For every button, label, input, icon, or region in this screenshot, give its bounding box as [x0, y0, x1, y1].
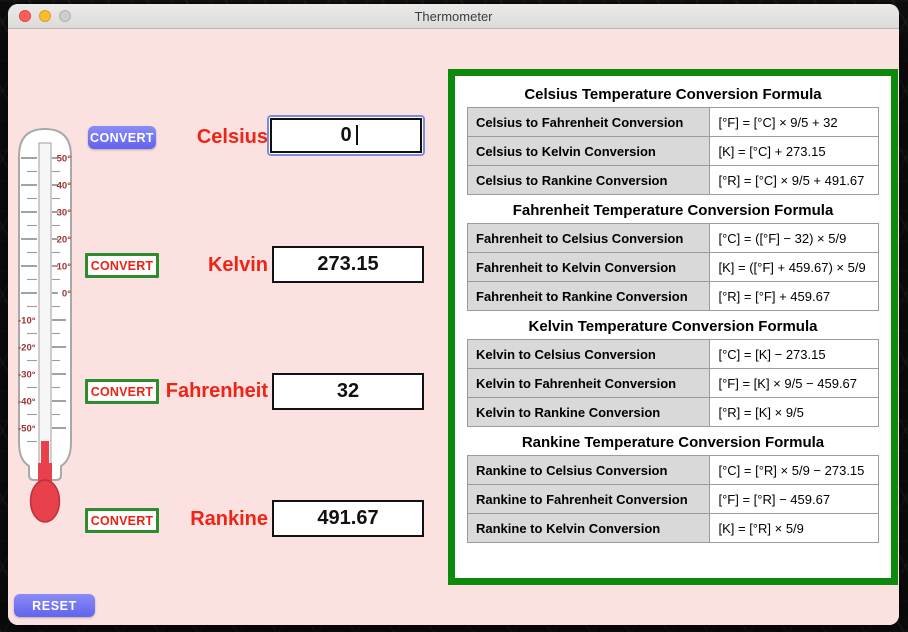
conversion-formula: [°C] = ([°F] − 32) × 5/9: [709, 223, 879, 253]
scale-label: 10°: [57, 262, 72, 273]
kelvin-field-wrapper: [272, 246, 424, 283]
conversion-formula: [°R] = [°C] × 9/5 + 491.67: [709, 165, 879, 195]
conversion-name: Rankine to Celsius Conversion: [466, 455, 711, 485]
conversion-name: Celsius to Fahrenheit Conversion: [466, 107, 711, 137]
text-caret: [356, 125, 358, 145]
conversion-name: Kelvin to Celsius Conversion: [466, 339, 711, 369]
conversion-formula: [°C] = [°R] × 5/9 − 273.15: [709, 455, 879, 485]
kelvin-formula-table: Kelvin to Celsius Conversion [°C] = [K] …: [466, 339, 879, 427]
window-controls: [19, 10, 71, 22]
table-row: Fahrenheit to Rankine Conversion [°R] = …: [466, 281, 879, 311]
formula-panel: Celsius Temperature Conversion Formula C…: [448, 69, 898, 585]
table-row: Rankine to Kelvin Conversion [K] = [°R] …: [466, 513, 879, 543]
main-content: 50° 40° 30° 20° 10° 0° -10° -20° -30° -4…: [8, 29, 899, 625]
fahrenheit-label: Fahrenheit: [165, 380, 268, 402]
table-row: Celsius to Rankine Conversion [°R] = [°C…: [466, 165, 879, 195]
celsius-label: Celsius: [196, 126, 268, 148]
close-icon[interactable]: [19, 10, 31, 22]
zoom-icon[interactable]: [59, 10, 71, 22]
kelvin-formula-title: Kelvin Temperature Conversion Formula: [528, 318, 818, 335]
conversion-name: Fahrenheit to Celsius Conversion: [466, 223, 711, 253]
convert-celsius-button[interactable]: CONVERT: [88, 126, 156, 149]
scale-label: 40°: [57, 181, 72, 192]
scale-label: 20°: [57, 235, 72, 246]
celsius-field-wrapper: [267, 115, 425, 156]
celsius-formula-table: Celsius to Fahrenheit Conversion [°F] = …: [466, 107, 879, 195]
table-row: Kelvin to Fahrenheit Conversion [°F] = […: [466, 368, 879, 398]
scale-label: 30°: [57, 208, 72, 219]
table-row: Celsius to Fahrenheit Conversion [°F] = …: [466, 107, 879, 137]
conversion-formula: [K] = [°R] × 5/9: [709, 513, 879, 543]
rankine-input[interactable]: [272, 500, 424, 537]
conversion-name: Celsius to Rankine Conversion: [466, 165, 711, 195]
table-row: Fahrenheit to Celsius Conversion [°C] = …: [466, 223, 879, 253]
conversion-formula: [°C] = [K] − 273.15: [709, 339, 879, 369]
scale-label: -40°: [18, 397, 36, 408]
titlebar: Thermometer: [8, 4, 899, 29]
convert-kelvin-button[interactable]: CONVERT: [85, 253, 159, 278]
table-row: Rankine to Fahrenheit Conversion [°F] = …: [466, 484, 879, 514]
conversion-formula: [°F] = [°R] − 459.67: [709, 484, 879, 514]
conversion-name: Celsius to Kelvin Conversion: [466, 136, 711, 166]
scale-label: 0°: [62, 289, 71, 300]
conversion-formula: [K] = [°C] + 273.15: [709, 136, 879, 166]
conversion-name: Kelvin to Rankine Conversion: [466, 397, 711, 427]
kelvin-input[interactable]: [272, 246, 424, 283]
conversion-formula: [°F] = [°C] × 9/5 + 32: [709, 107, 879, 137]
table-row: Celsius to Kelvin Conversion [K] = [°C] …: [466, 136, 879, 166]
rankine-label: Rankine: [190, 508, 268, 530]
kelvin-label: Kelvin: [207, 254, 268, 276]
conversion-name: Rankine to Kelvin Conversion: [466, 513, 711, 543]
fahrenheit-formula-table: Fahrenheit to Celsius Conversion [°C] = …: [466, 223, 879, 311]
minimize-icon[interactable]: [39, 10, 51, 22]
table-row: Rankine to Celsius Conversion [°C] = [°R…: [466, 455, 879, 485]
celsius-input[interactable]: [270, 118, 422, 153]
table-row: Kelvin to Celsius Conversion [°C] = [K] …: [466, 339, 879, 369]
scale-label: 50°: [57, 154, 72, 165]
table-row: Kelvin to Rankine Conversion [°R] = [K] …: [466, 397, 879, 427]
conversion-formula: [K] = ([°F] + 459.67) × 5/9: [709, 252, 879, 282]
reset-button[interactable]: RESET: [14, 594, 95, 617]
scale-label: -20°: [18, 343, 36, 354]
fahrenheit-field-wrapper: [272, 373, 424, 410]
celsius-formula-title: Celsius Temperature Conversion Formula: [524, 86, 822, 103]
fahrenheit-formula-title: Fahrenheit Temperature Conversion Formul…: [512, 202, 834, 219]
conversion-formula: [°R] = [°F] + 459.67: [709, 281, 879, 311]
rankine-formula-title: Rankine Temperature Conversion Formula: [521, 434, 825, 451]
scale-label: -10°: [18, 316, 36, 327]
fahrenheit-input[interactable]: [272, 373, 424, 410]
conversion-name: Kelvin to Fahrenheit Conversion: [466, 368, 711, 398]
rankine-formula-table: Rankine to Celsius Conversion [°C] = [°R…: [466, 455, 879, 543]
convert-fahrenheit-button[interactable]: CONVERT: [85, 379, 159, 404]
conversion-name: Fahrenheit to Rankine Conversion: [466, 281, 711, 311]
conversion-name: Rankine to Fahrenheit Conversion: [466, 484, 711, 514]
conversion-name: Fahrenheit to Kelvin Conversion: [466, 252, 711, 282]
convert-rankine-button[interactable]: CONVERT: [85, 508, 159, 533]
scale-label: -50°: [18, 424, 36, 435]
scale-label: -30°: [18, 370, 36, 381]
thermometer-image: 50° 40° 30° 20° 10° 0° -10° -20° -30° -4…: [18, 127, 72, 523]
rankine-field-wrapper: [272, 500, 424, 537]
thermometer-ticks: [21, 157, 66, 443]
window-title: Thermometer: [414, 8, 493, 24]
app-window: Thermometer: [8, 4, 899, 625]
conversion-formula: [°R] = [K] × 9/5: [709, 397, 879, 427]
table-row: Fahrenheit to Kelvin Conversion [K] = ([…: [466, 252, 879, 282]
conversion-formula: [°F] = [K] × 9/5 − 459.67: [709, 368, 879, 398]
